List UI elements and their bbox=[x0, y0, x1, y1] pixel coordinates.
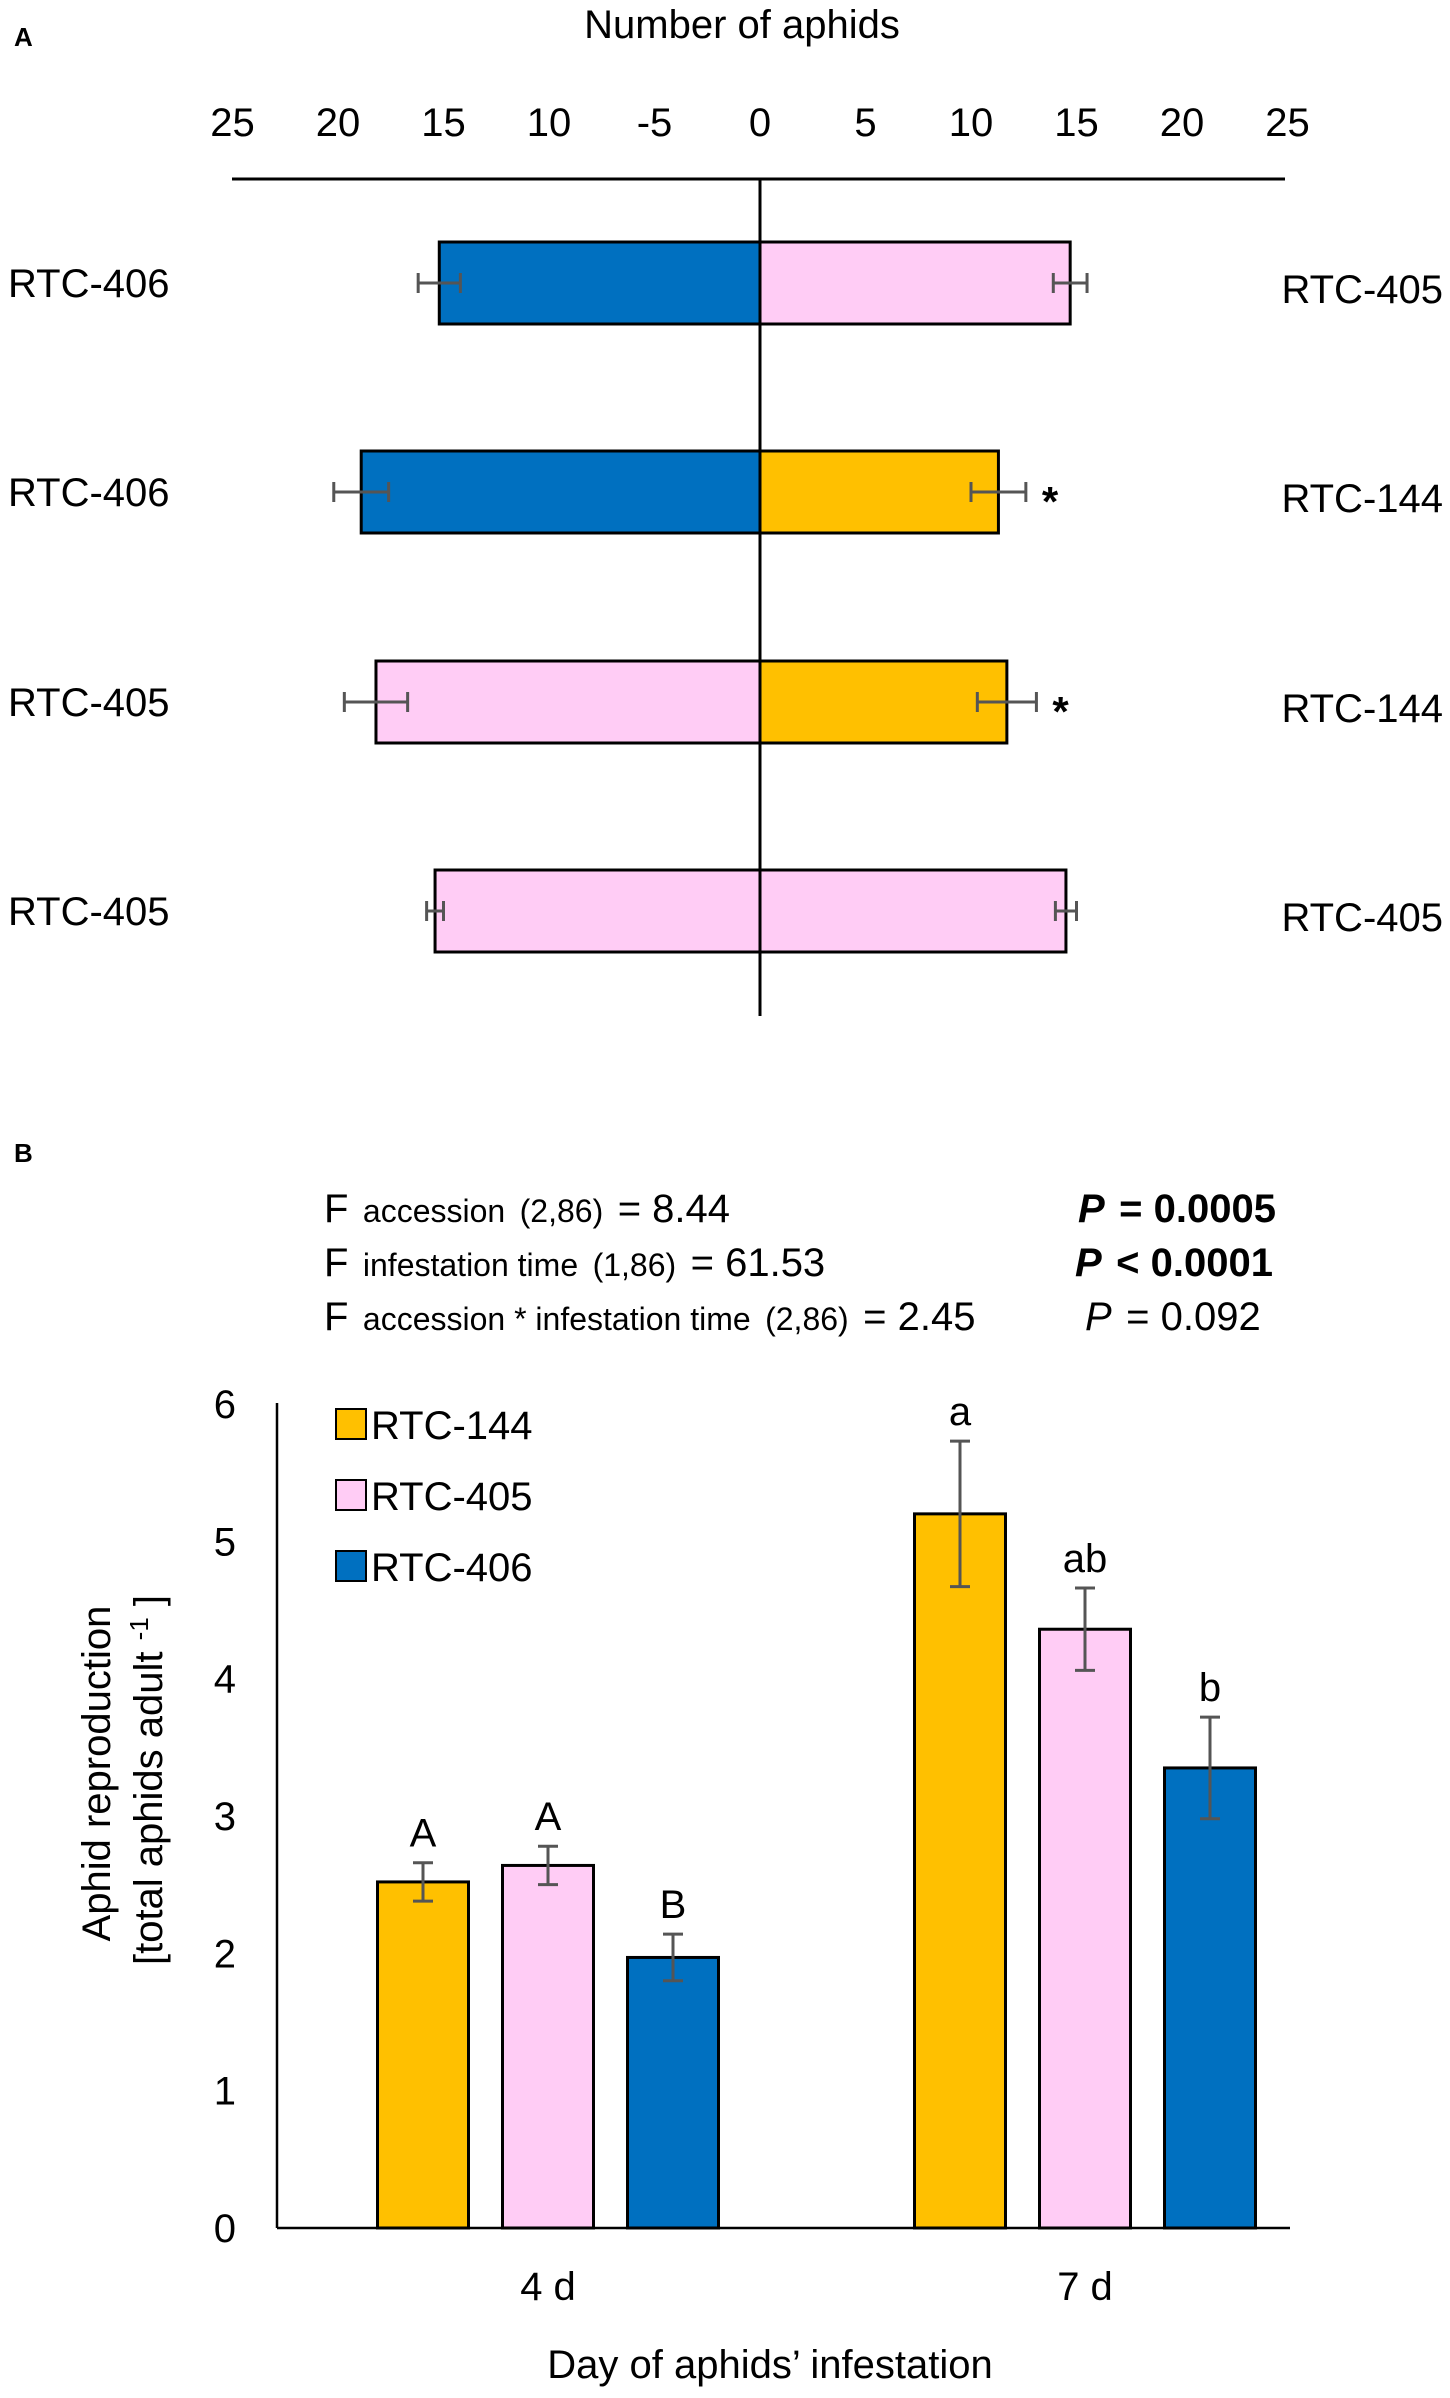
panel-a-label: A bbox=[14, 22, 33, 52]
panel-a-tick-label: -5 bbox=[637, 101, 673, 145]
panel-a-left-label: RTC-405 bbox=[8, 681, 170, 725]
legend-swatch bbox=[335, 1408, 367, 1440]
panel-b-bar bbox=[1038, 1627, 1132, 2230]
panel-a-row: RTC-405 RTC-405 bbox=[8, 868, 1443, 954]
stat-line-accession: F accession (2,86) = 8.44 bbox=[324, 1187, 730, 1231]
panel-a-right-label: RTC-405 bbox=[1281, 268, 1443, 312]
legend-swatch bbox=[335, 1550, 367, 1582]
panel-a-tick-label: 20 bbox=[1160, 101, 1205, 145]
panel-a-tick-label: 5 bbox=[854, 101, 876, 145]
stat-p-interaction: P = 0.092 bbox=[1085, 1295, 1261, 1339]
legend-swatch bbox=[335, 1479, 367, 1511]
panel-b-bar bbox=[376, 1880, 470, 2230]
panel-a-left-bar bbox=[374, 659, 762, 745]
panel-a-title: Number of aphids bbox=[584, 3, 900, 47]
panel-a-tick-label: 20 bbox=[316, 101, 361, 145]
panel-b-xlabel: Day of aphids’ infestation bbox=[547, 2343, 992, 2387]
panel-b-significance-letter: A bbox=[410, 1812, 437, 1856]
panel-a-tick-label: 0 bbox=[749, 101, 771, 145]
panel-a-significance-mark: * bbox=[1052, 688, 1069, 735]
panel-a-right-bar bbox=[758, 868, 1068, 954]
panel-a-tick-label: 10 bbox=[527, 101, 572, 145]
panel-b-category-label: 4 d bbox=[520, 2265, 576, 2309]
panel-a-tick-label: 15 bbox=[421, 101, 466, 145]
panel-b-ytick-label: 5 bbox=[214, 1520, 236, 1564]
panel-b-category-label: 7 d bbox=[1057, 2265, 1113, 2309]
panel-b-bar bbox=[913, 1512, 1007, 2230]
panel-b-ytick-label: 4 bbox=[214, 1658, 236, 1702]
legend-label: RTC-406 bbox=[371, 1546, 533, 1590]
stat-line-infestation: F infestation time (1,86) = 61.53 bbox=[324, 1241, 825, 1285]
panel-b: B F accession (2,86) = 8.44 P = 0.0005 F… bbox=[14, 1138, 1290, 2387]
panel-b-bar-group: a ab b bbox=[913, 1390, 1257, 2230]
panel-a-right-label: RTC-144 bbox=[1281, 477, 1443, 521]
panel-b-significance-letter: b bbox=[1199, 1666, 1221, 1710]
panel-b-ytick-label: 2 bbox=[214, 1932, 236, 1976]
panel-a-left-bar bbox=[433, 868, 762, 954]
panel-b-ytick-label: 6 bbox=[214, 1383, 236, 1427]
panel-b-significance-letter: A bbox=[535, 1795, 562, 1839]
panel-a-left-bar bbox=[359, 449, 762, 535]
panel-b-significance-letter: ab bbox=[1063, 1537, 1108, 1581]
panel-b-bar bbox=[501, 1863, 595, 2230]
panel-a: A Number of aphids 25 20 15 10 -5 0 5 10 15 20 25 … bbox=[8, 3, 1443, 1016]
panel-a-row: RTC-406 RTC-405 bbox=[8, 240, 1443, 326]
panel-a-right-bar bbox=[758, 240, 1072, 326]
panel-b-significance-letter: B bbox=[660, 1883, 687, 1927]
panel-a-right-bar bbox=[758, 449, 1000, 535]
panel-a-significance-mark: * bbox=[1042, 478, 1059, 525]
panel-b-ytick-label: 1 bbox=[214, 2070, 236, 2114]
panel-b-bar-group: A A B bbox=[376, 1795, 720, 2230]
panel-a-right-label: RTC-144 bbox=[1281, 687, 1443, 731]
panel-b-ytick-label: 3 bbox=[214, 1795, 236, 1839]
stat-p-accession: P = 0.0005 bbox=[1078, 1187, 1276, 1231]
stat-line-interaction: F accession * infestation time (2,86) = … bbox=[324, 1295, 975, 1339]
panel-b-bar bbox=[1163, 1766, 1257, 2230]
panel-b-ylabel: Aphid reproduction [total aphids adult -… bbox=[75, 1595, 171, 1965]
panel-b-ytick-label: 0 bbox=[214, 2207, 236, 2251]
panel-a-right-label: RTC-405 bbox=[1281, 896, 1443, 940]
panel-a-left-bar bbox=[437, 240, 762, 326]
panel-a-tick-label: 10 bbox=[949, 101, 994, 145]
stat-p-infestation: P < 0.0001 bbox=[1075, 1241, 1273, 1285]
panel-a-tick-label: 25 bbox=[1265, 101, 1310, 145]
panel-a-tick-label: 15 bbox=[1054, 101, 1099, 145]
panel-a-row: RTC-405 RTC-144 * bbox=[8, 659, 1443, 745]
panel-a-left-label: RTC-406 bbox=[8, 471, 170, 515]
panel-a-tick-label: 25 bbox=[210, 101, 255, 145]
legend-label: RTC-144 bbox=[371, 1404, 533, 1448]
panel-a-row: RTC-406 RTC-144 * bbox=[8, 449, 1443, 535]
panel-b-bar bbox=[626, 1955, 720, 2230]
panel-b-significance-letter: a bbox=[949, 1390, 972, 1434]
panel-a-left-label: RTC-405 bbox=[8, 890, 170, 934]
stats-block: F accession (2,86) = 8.44 P = 0.0005 F i… bbox=[324, 1187, 1276, 1339]
panel-a-right-bar bbox=[758, 659, 1009, 745]
legend-label: RTC-405 bbox=[371, 1475, 533, 1519]
panel-b-label: B bbox=[14, 1138, 33, 1168]
panel-a-left-label: RTC-406 bbox=[8, 262, 170, 306]
